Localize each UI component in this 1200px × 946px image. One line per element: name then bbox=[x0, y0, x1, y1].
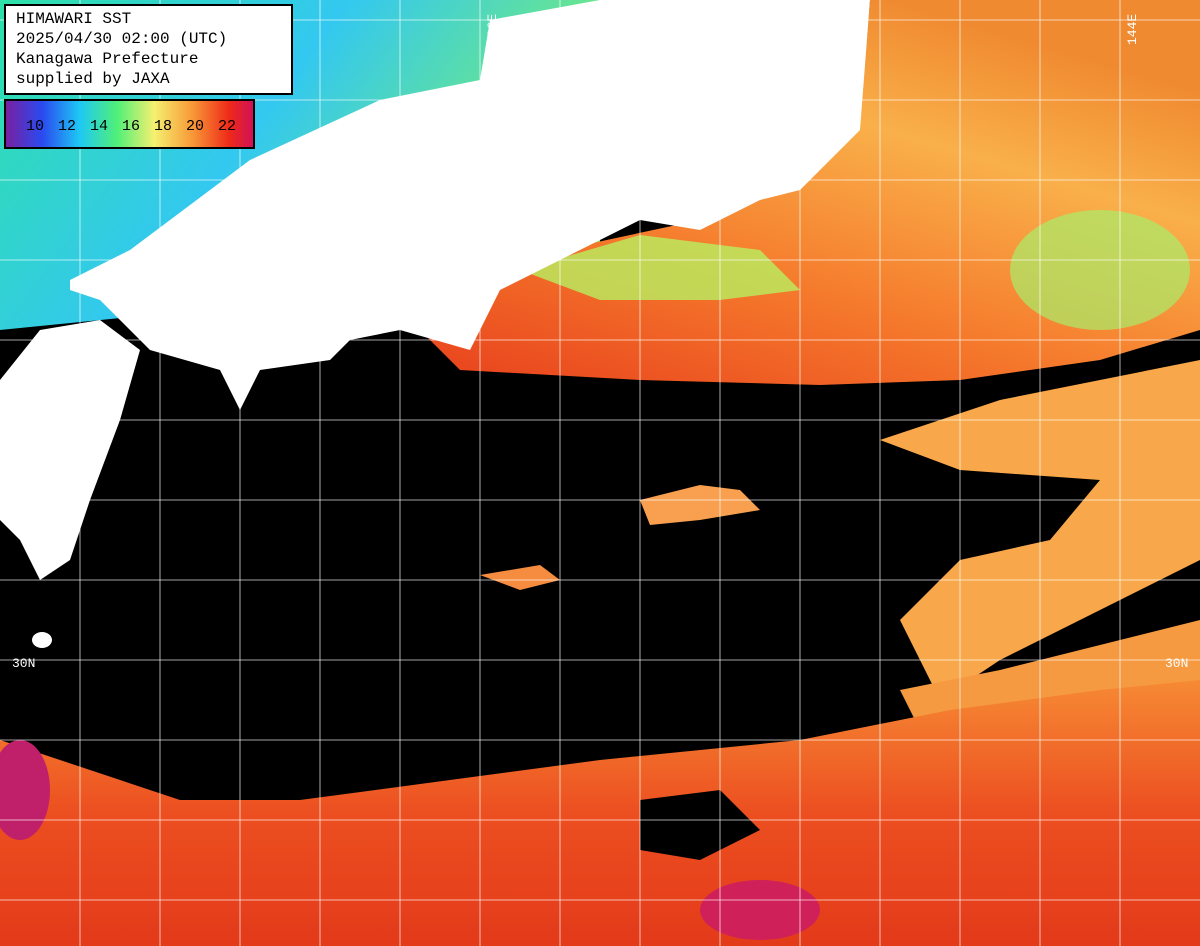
colorbar-labels: 10 12 14 16 18 20 22 bbox=[26, 118, 236, 135]
southern-warm-band bbox=[0, 680, 1200, 946]
colorbar-label: 12 bbox=[58, 118, 76, 135]
lon-label: 144E bbox=[1125, 14, 1140, 45]
header-line: supplied by JAXA bbox=[16, 70, 170, 88]
colorbar bbox=[4, 99, 255, 149]
cloud-gap-patch bbox=[640, 485, 760, 525]
lon-label: 136E bbox=[485, 14, 500, 45]
honshu-land bbox=[70, 0, 870, 410]
colorbar-label: 10 bbox=[26, 118, 44, 135]
colorbar-label: 20 bbox=[186, 118, 204, 135]
island bbox=[32, 632, 52, 648]
no-data-patch bbox=[640, 790, 760, 860]
hot-spot bbox=[700, 880, 820, 940]
cool-eddy bbox=[1010, 210, 1190, 330]
colorbar-label: 14 bbox=[90, 118, 108, 135]
cool-coastal-water bbox=[520, 235, 800, 300]
hot-spot bbox=[0, 740, 50, 840]
header-line: HIMAWARI SST bbox=[16, 10, 131, 28]
cloud-gap-patch bbox=[480, 565, 560, 590]
colorbar-label: 18 bbox=[154, 118, 172, 135]
header-box bbox=[4, 4, 293, 95]
header-line: Kanagawa Prefecture bbox=[16, 50, 198, 68]
lat-label: 30N bbox=[12, 656, 35, 671]
header-line: 2025/04/30 02:00 (UTC) bbox=[16, 30, 227, 48]
kyushu-land bbox=[0, 320, 140, 580]
colorbar-label: 22 bbox=[218, 118, 236, 135]
colorbar-label: 16 bbox=[122, 118, 140, 135]
lat-label: 30N bbox=[1165, 656, 1188, 671]
